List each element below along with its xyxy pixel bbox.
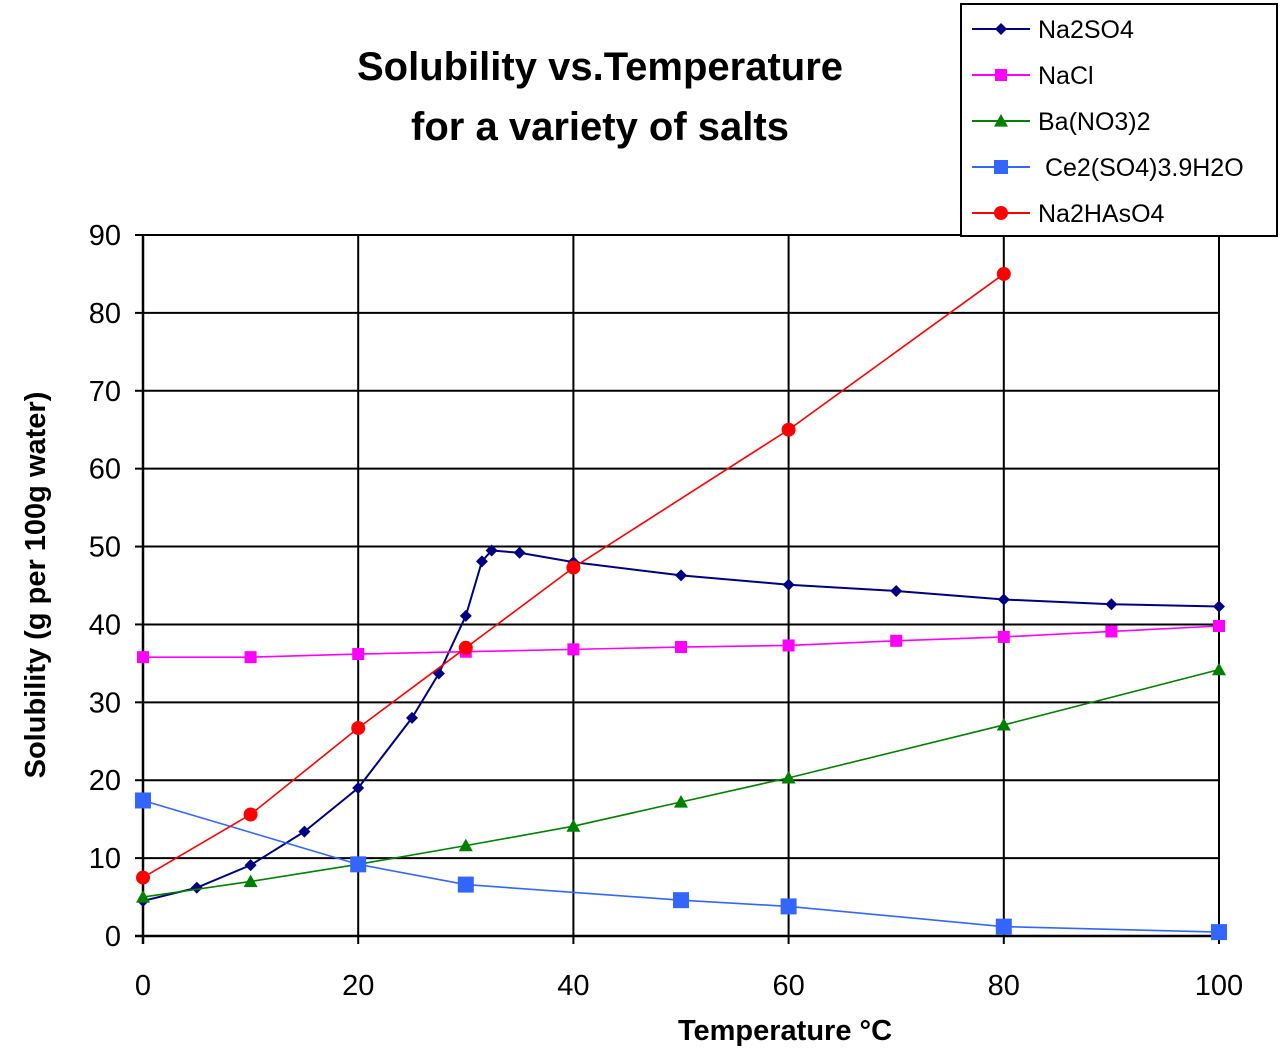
data-point	[566, 560, 581, 575]
x-tick-label: 20	[342, 970, 374, 1002]
legend-item: Ce2(SO4)3.9H2O	[972, 154, 1244, 182]
data-point	[1105, 625, 1118, 638]
legend-label: Ba(NO3)2	[1038, 108, 1151, 136]
x-axis-title: Temperature °C	[678, 1015, 892, 1047]
y-axis-title: Solubility (g per 100g water)	[20, 392, 52, 779]
data-point	[350, 856, 367, 873]
data-point	[352, 648, 365, 661]
series-area	[135, 266, 1227, 941]
data-point	[781, 770, 796, 784]
data-point	[243, 807, 258, 822]
data-point	[997, 593, 1010, 606]
data-point	[137, 651, 149, 664]
data-point	[136, 870, 150, 885]
data-point	[432, 667, 445, 680]
data-point	[475, 555, 488, 568]
data-point	[1213, 620, 1225, 633]
y-tick-label: 70	[89, 376, 121, 408]
y-tick-label: 50	[89, 532, 121, 564]
data-point	[567, 643, 580, 656]
x-tick-label: 100	[1195, 970, 1243, 1002]
data-point	[997, 630, 1010, 643]
legend-label: Ce2(SO4)3.9H2O	[1038, 154, 1244, 182]
chart-title-line-1: Solubility vs.Temperature	[357, 45, 843, 89]
series-2	[136, 662, 1226, 903]
data-point	[135, 792, 151, 809]
series-line	[142, 549, 1220, 902]
chart-title: Solubility vs.Temperature for a variety o…	[357, 45, 843, 149]
data-point	[781, 422, 796, 437]
data-point	[890, 584, 903, 597]
legend-marker	[994, 160, 1008, 174]
data-point	[406, 711, 418, 724]
data-point	[1211, 924, 1227, 941]
x-tick-label: 60	[772, 970, 804, 1002]
data-point	[674, 795, 688, 808]
y-tick-label: 30	[89, 687, 121, 719]
data-point	[457, 876, 474, 893]
legend-marker	[995, 69, 1007, 81]
x-tick-label: 0	[135, 970, 151, 1002]
data-point	[513, 546, 526, 559]
series-0	[137, 544, 1225, 907]
legend-item: Ba(NO3)2	[972, 108, 1151, 136]
data-point	[675, 641, 687, 654]
series-4	[136, 266, 1011, 885]
data-point	[244, 859, 257, 872]
data-point	[298, 825, 311, 838]
y-tick-label: 0	[105, 921, 121, 953]
data-point	[485, 544, 498, 557]
legend-item: Na2HAsO4	[972, 200, 1165, 228]
y-tick-label: 20	[89, 765, 121, 797]
legend-item: NaCl	[972, 62, 1094, 90]
y-tick-label: 80	[89, 298, 121, 330]
series-line	[142, 668, 1220, 898]
y-tick-label: 60	[89, 454, 121, 486]
data-point	[782, 578, 795, 591]
legend-marker	[994, 206, 1008, 220]
data-point	[190, 881, 203, 894]
data-point	[243, 874, 258, 888]
legend-marker	[995, 23, 1007, 35]
legend-label: NaCl	[1038, 62, 1094, 90]
data-point	[673, 892, 689, 909]
data-point	[458, 640, 473, 655]
y-tick-label: 90	[89, 220, 121, 252]
data-point	[890, 634, 903, 647]
y-tick-label: 10	[89, 843, 121, 875]
data-point	[136, 890, 150, 903]
data-point	[996, 266, 1011, 281]
data-point	[1213, 600, 1225, 613]
chart-title-line-2: for a variety of salts	[411, 105, 789, 149]
series-3	[135, 792, 1227, 941]
legend-item: Na2SO4	[972, 16, 1134, 44]
data-point	[675, 569, 687, 582]
data-point	[996, 717, 1011, 731]
data-point	[244, 651, 257, 664]
data-point	[1212, 662, 1226, 676]
data-point	[351, 721, 366, 736]
data-point	[782, 639, 795, 652]
data-point	[458, 838, 473, 852]
series-line	[142, 799, 1220, 933]
legend-label: Na2HAsO4	[1038, 200, 1165, 228]
data-point	[566, 819, 581, 832]
x-tick-label: 40	[557, 970, 589, 1002]
series-1	[137, 620, 1225, 664]
x-tick-label: 80	[988, 970, 1020, 1002]
data-point	[780, 898, 797, 915]
data-point	[352, 782, 365, 795]
axes: 0 10 20 30 40 50 60 70 80 90 0 20 40 60 80 100 Temperatu…	[20, 220, 1243, 1047]
y-tick-label: 40	[89, 609, 121, 641]
legend-marker	[994, 114, 1008, 127]
data-point	[459, 609, 472, 622]
data-point	[995, 918, 1012, 935]
data-point	[1105, 598, 1118, 611]
legend: Na2SO4 NaCl Ba(NO3)2 Ce2(SO4)3.9H2O Na2HAsO…	[960, 3, 1278, 237]
legend-label: Na2SO4	[1038, 16, 1134, 44]
